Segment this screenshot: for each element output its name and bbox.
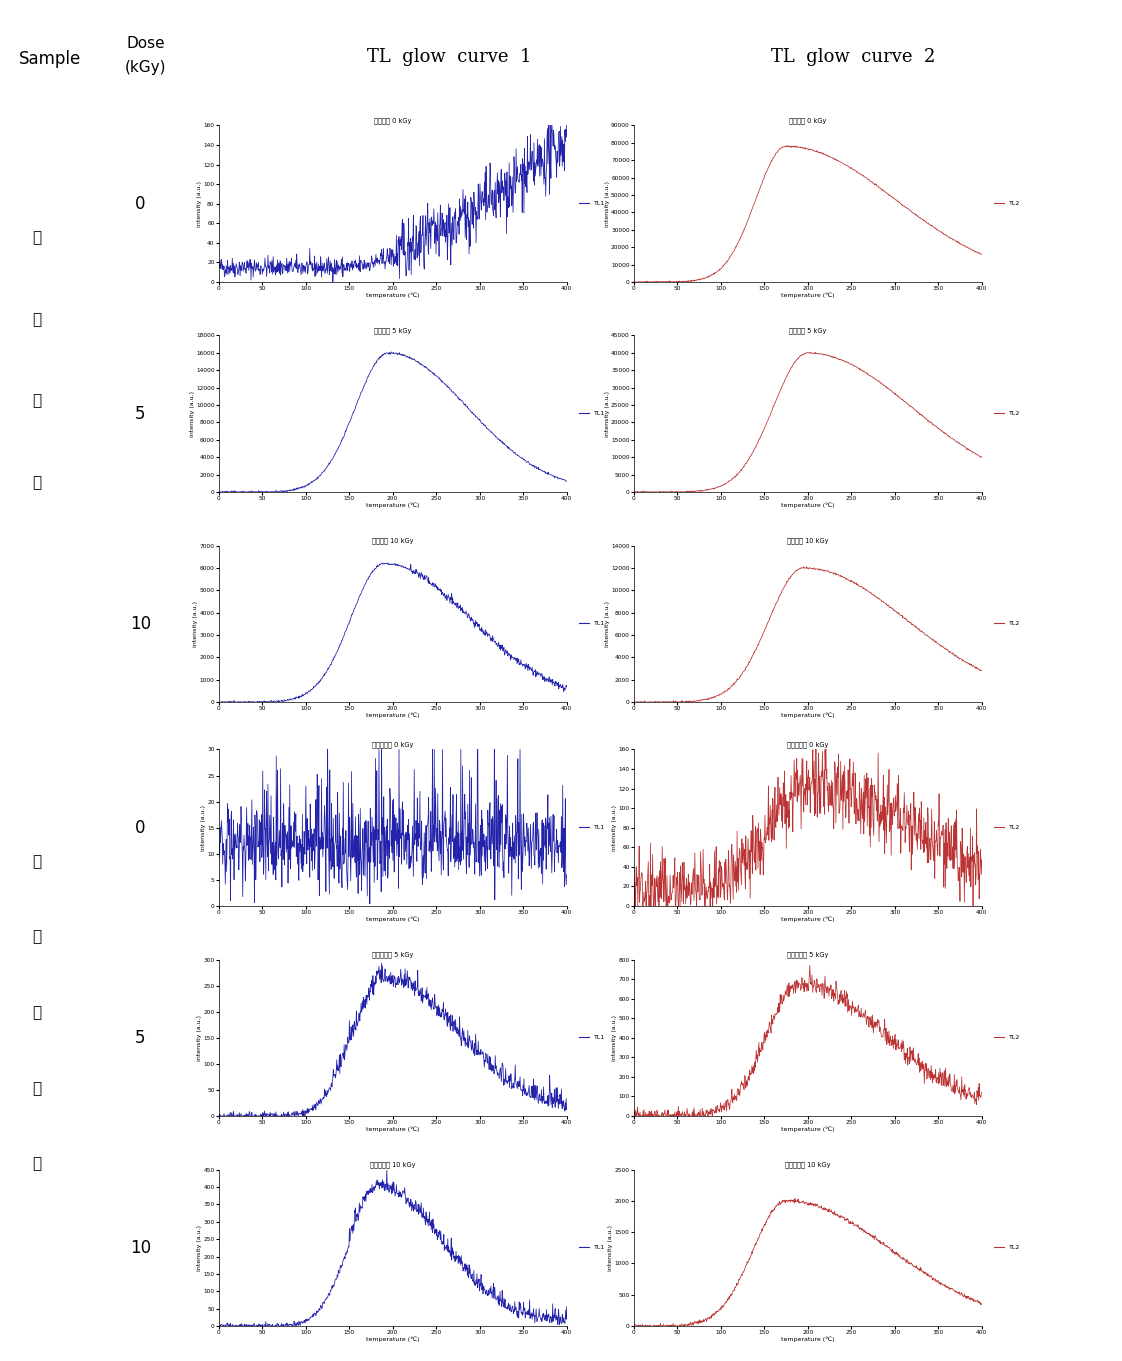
Text: 0: 0 [135,195,146,212]
Title: 소갈비양념 5 kGy: 소갈비양념 5 kGy [788,951,828,958]
Title: 소갈비양념 5 kGy: 소갈비양념 5 kGy [373,951,413,958]
Title: 라면스프 10 kGy: 라면스프 10 kGy [373,538,413,543]
Text: 면: 면 [31,312,42,327]
Text: 념: 념 [31,1157,42,1172]
Legend: TL2: TL2 [992,619,1022,629]
Y-axis label: intensity (a.u.): intensity (a.u.) [193,600,199,646]
Title: 소갈비양념 10 kGy: 소갈비양념 10 kGy [785,1161,830,1168]
Text: 10: 10 [130,1239,150,1256]
X-axis label: temperature (℃): temperature (℃) [366,916,420,921]
Y-axis label: intensity (a.u.): intensity (a.u.) [190,391,194,437]
Text: 갈: 갈 [31,930,42,945]
Legend: TL1: TL1 [577,1033,607,1043]
Text: TL  glow  curve  2: TL glow curve 2 [771,48,935,67]
Legend: TL2: TL2 [992,408,1022,419]
Text: Dose: Dose [127,37,165,52]
Legend: TL2: TL2 [992,1033,1022,1043]
Text: 스: 스 [31,393,42,408]
Text: TL  glow  curve  1: TL glow curve 1 [367,48,531,67]
Legend: TL2: TL2 [992,199,1022,208]
X-axis label: temperature (℃): temperature (℃) [366,1337,420,1342]
X-axis label: temperature (℃): temperature (℃) [781,502,835,508]
Y-axis label: intensity (a.u.): intensity (a.u.) [605,391,609,437]
Y-axis label: intensity (a.u.): intensity (a.u.) [201,804,205,851]
Legend: TL1: TL1 [577,199,607,208]
Legend: TL1: TL1 [577,408,607,419]
Y-axis label: intensity (a.u.): intensity (a.u.) [605,600,609,646]
X-axis label: temperature (℃): temperature (℃) [781,713,835,719]
Y-axis label: intensity (a.u.): intensity (a.u.) [608,1225,614,1271]
X-axis label: temperature (℃): temperature (℃) [366,502,420,508]
Text: 라: 라 [31,230,42,245]
Legend: TL1: TL1 [577,822,607,833]
Text: 소: 소 [31,853,42,868]
Title: 라면스프 0 kGy: 라면스프 0 kGy [789,117,827,124]
Y-axis label: intensity (a.u.): intensity (a.u.) [197,1015,202,1060]
X-axis label: temperature (℃): temperature (℃) [366,1127,420,1132]
Text: 프: 프 [31,475,42,490]
Y-axis label: intensity (a.u.): intensity (a.u.) [613,804,617,851]
Text: 5: 5 [135,404,146,423]
Title: 라면스프 5 kGy: 라면스프 5 kGy [374,327,412,333]
Title: 라면스프 0 kGy: 라면스프 0 kGy [374,117,412,124]
Title: 라면스프 10 kGy: 라면스프 10 kGy [788,538,828,543]
X-axis label: temperature (℃): temperature (℃) [366,293,420,298]
Legend: TL1: TL1 [577,1243,607,1253]
Y-axis label: intensity (a.u.): intensity (a.u.) [197,181,202,227]
Legend: TL2: TL2 [992,822,1022,833]
X-axis label: temperature (℃): temperature (℃) [781,1337,835,1342]
Legend: TL1: TL1 [577,619,607,629]
Title: 소갈비양념 0 kGy: 소갈비양념 0 kGy [788,740,828,747]
Title: 라면스프 5 kGy: 라면스프 5 kGy [789,327,827,333]
X-axis label: temperature (℃): temperature (℃) [781,1127,835,1132]
Y-axis label: intensity (a.u.): intensity (a.u.) [605,181,609,227]
Text: 0: 0 [135,819,146,837]
Text: 비: 비 [31,1004,42,1019]
Text: 양: 양 [31,1081,42,1096]
Legend: TL2: TL2 [992,1243,1022,1253]
Text: 10: 10 [130,615,150,633]
Title: 소갈비양념 10 kGy: 소갈비양념 10 kGy [370,1161,415,1168]
Text: (kGy): (kGy) [126,60,166,75]
Y-axis label: intensity (a.u.): intensity (a.u.) [197,1225,202,1271]
X-axis label: temperature (℃): temperature (℃) [781,293,835,298]
Title: 소갈비양념 0 kGy: 소갈비양념 0 kGy [373,740,413,747]
X-axis label: temperature (℃): temperature (℃) [781,916,835,921]
X-axis label: temperature (℃): temperature (℃) [366,713,420,719]
Text: Sample: Sample [19,50,82,68]
Y-axis label: intensity (a.u.): intensity (a.u.) [613,1015,617,1060]
Text: 5: 5 [135,1029,146,1047]
